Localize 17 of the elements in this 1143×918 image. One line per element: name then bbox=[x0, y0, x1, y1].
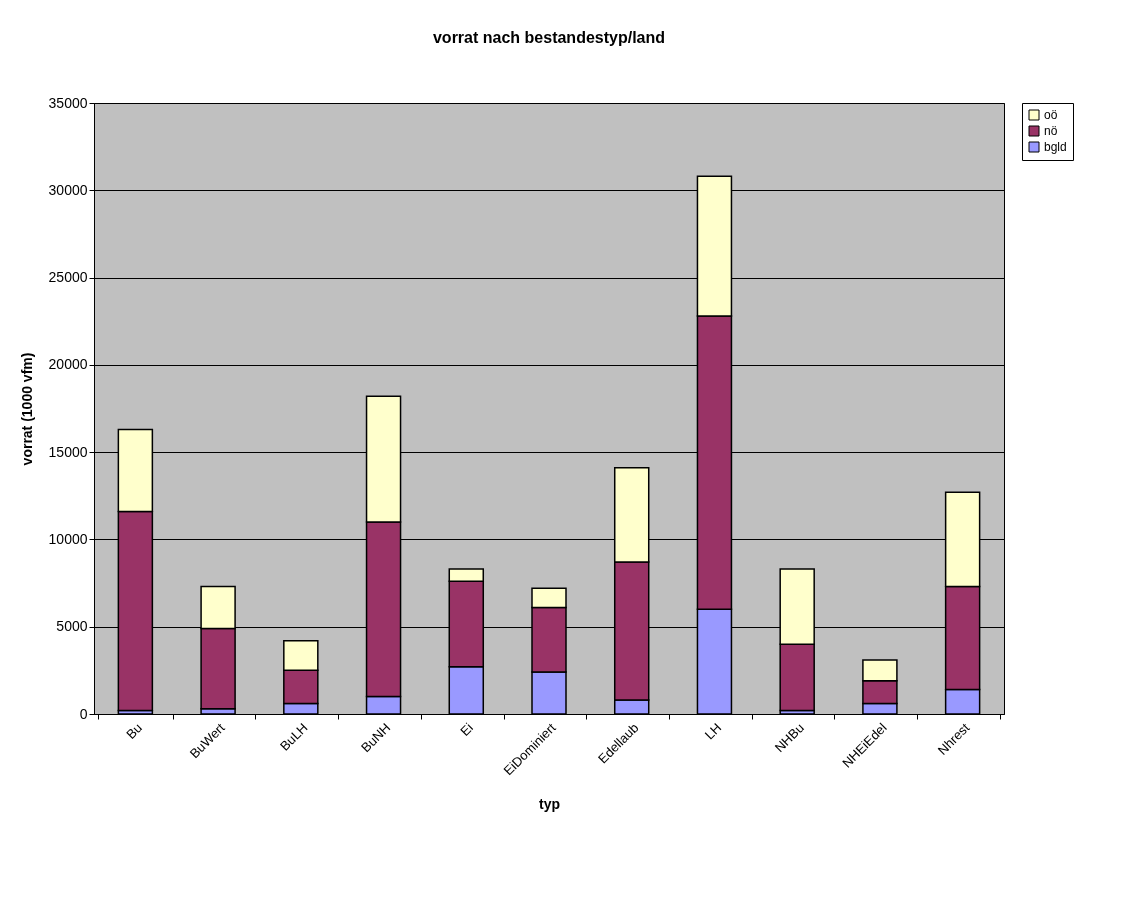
y-tick-label: 15000 bbox=[48, 443, 88, 460]
legend-label: nö bbox=[1044, 124, 1058, 138]
y-tick-label: 10000 bbox=[48, 530, 88, 547]
x-tick-label: Ei bbox=[457, 720, 477, 739]
y-tick-label: 0 bbox=[79, 705, 88, 722]
legend-label: bgld bbox=[1044, 140, 1067, 154]
y-tick-label: 20000 bbox=[48, 356, 88, 373]
y-axis-title: vorrat (1000 vfm) bbox=[18, 352, 35, 466]
y-tick-label: 35000 bbox=[48, 94, 88, 111]
chart-title: vorrat nach bestandestyp/land bbox=[432, 29, 666, 46]
x-tick-label: Bu bbox=[123, 720, 146, 742]
x-axis-title: typ bbox=[539, 796, 560, 813]
x-tick-label: LH bbox=[701, 720, 725, 743]
y-tick-label: 30000 bbox=[48, 181, 88, 198]
y-tick-label: 25000 bbox=[48, 269, 88, 286]
y-tick-label: 5000 bbox=[56, 618, 88, 635]
legend-label: oö bbox=[1044, 108, 1058, 122]
